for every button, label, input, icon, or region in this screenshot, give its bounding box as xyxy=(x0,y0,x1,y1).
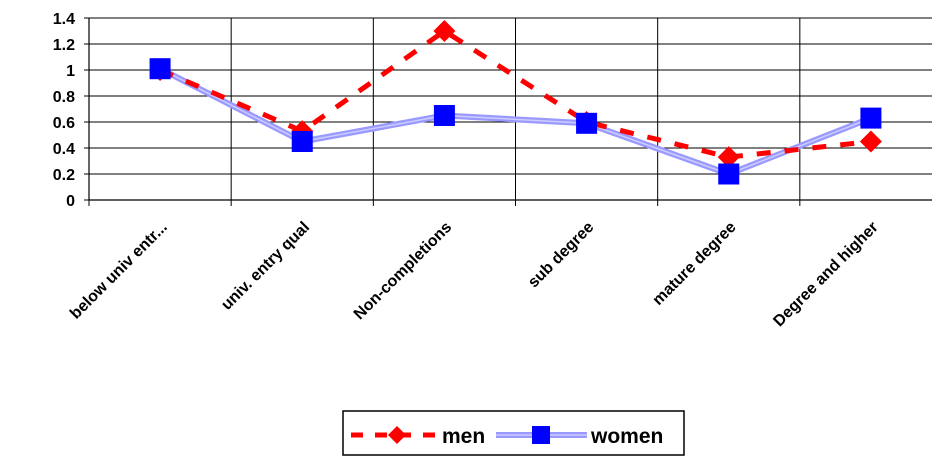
x-tick-label: sub degree xyxy=(525,219,597,291)
tick-labels: 0 0.2 0.4 0.6 0.8 1 1.2 1.4 below univ entr... un… xyxy=(53,11,882,330)
x-tick-label: mature degree xyxy=(650,219,740,309)
axes xyxy=(84,17,932,206)
y-tick-label: 1 xyxy=(66,63,75,80)
x-tick-label: below univ entr... xyxy=(67,219,171,323)
x-tick-label: Degree and higher xyxy=(770,219,881,330)
legend-women-marker xyxy=(532,426,550,444)
women-point xyxy=(433,105,455,126)
women-point xyxy=(291,131,313,152)
y-tick-label: 0.4 xyxy=(53,141,75,158)
gridlines xyxy=(89,17,932,200)
women-point xyxy=(718,163,740,185)
men-point xyxy=(717,146,740,169)
legend-women-label: women xyxy=(590,425,663,448)
y-tick-label: 0.2 xyxy=(53,167,75,184)
women-point xyxy=(576,112,598,134)
legend: men women xyxy=(342,410,685,456)
legend-men-label: men xyxy=(442,425,485,448)
men-point xyxy=(859,130,882,153)
y-tick-label: 0.6 xyxy=(53,115,75,132)
y-tick-label: 0 xyxy=(66,193,75,210)
men-point xyxy=(433,20,456,42)
series-line-women-inner xyxy=(159,68,872,175)
y-tick-label: 0.8 xyxy=(53,89,75,106)
women-point xyxy=(149,58,171,80)
y-tick-label: 1.2 xyxy=(53,37,75,54)
x-tick-label: univ. entry qual xyxy=(218,219,313,314)
legend-men-marker xyxy=(388,426,406,444)
women-point xyxy=(860,107,882,129)
x-tick-label: Non-completions xyxy=(351,219,455,323)
y-tick-label: 1.4 xyxy=(53,11,75,28)
series-lines xyxy=(149,20,882,185)
